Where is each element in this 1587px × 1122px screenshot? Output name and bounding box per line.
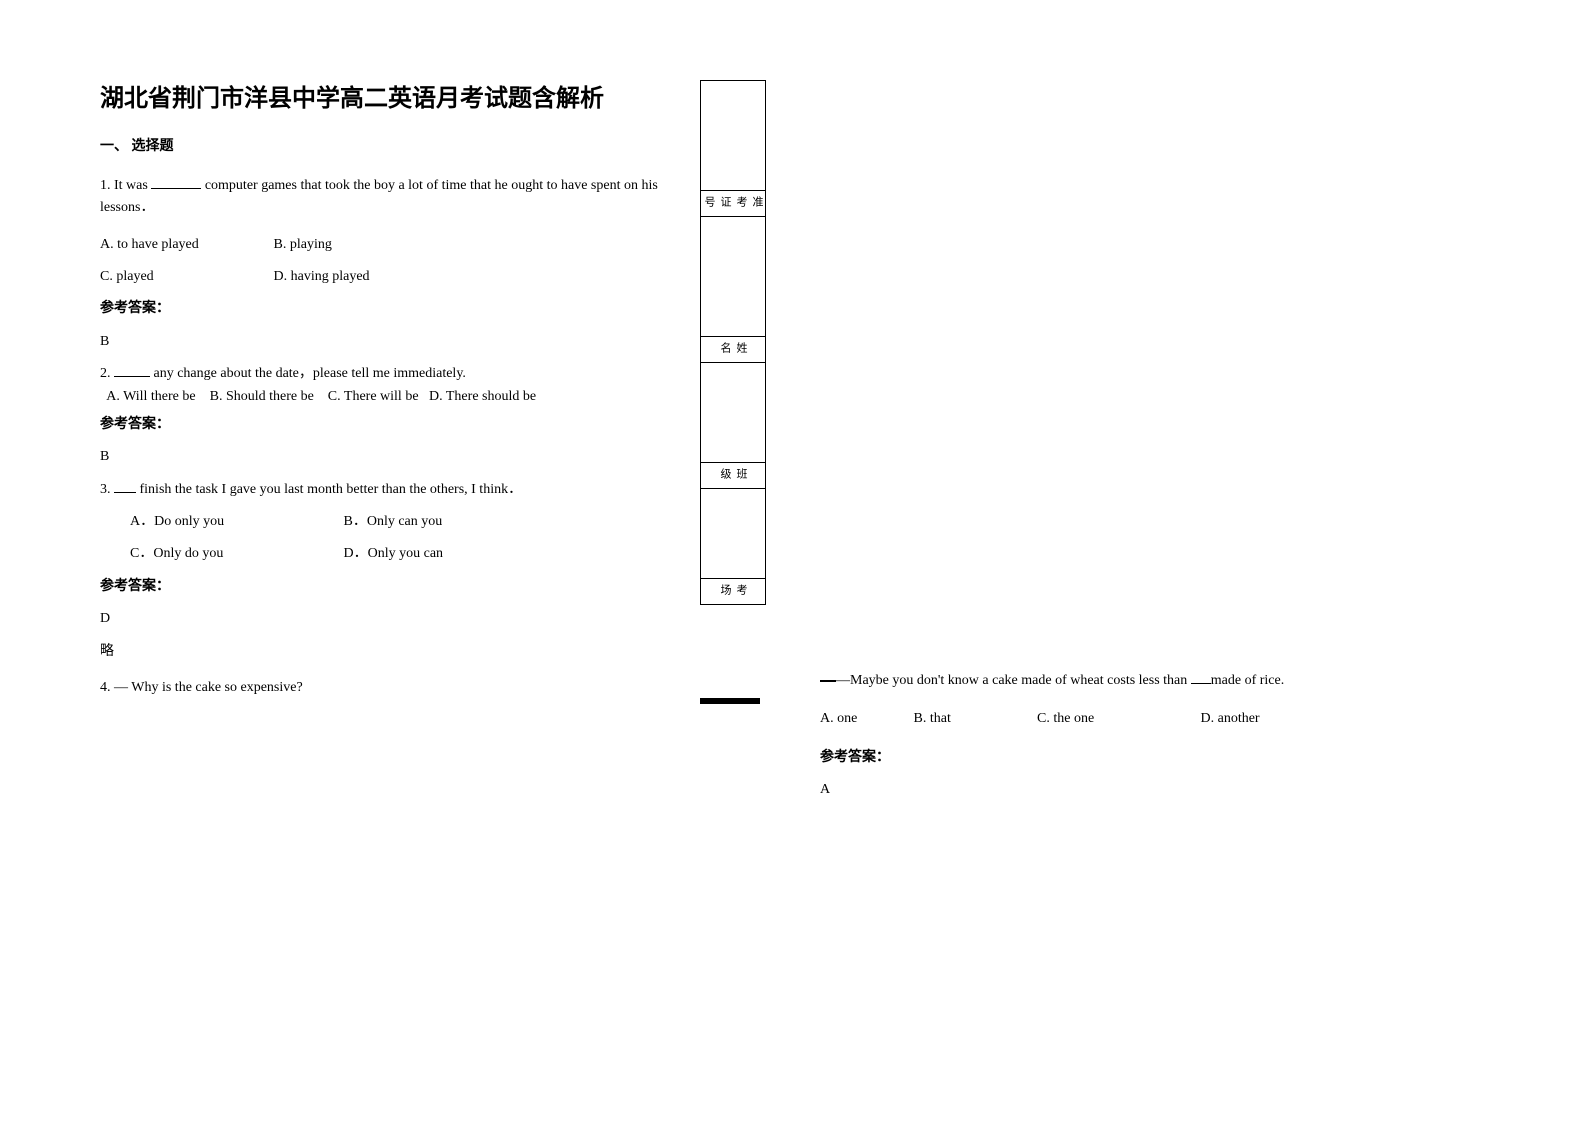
q4-ans-label: 参考答案： <box>820 747 1487 769</box>
q2-stem-a: 2. <box>100 366 114 381</box>
q2-ans-label: 参考答案： <box>100 414 680 436</box>
q3-optA: A．Do only you <box>130 511 340 533</box>
side-label-3-text: 班 级 <box>717 463 749 485</box>
left-column: 湖北省荆门市洋县中学高二英语月考试题含解析 一、 选择题 1. It was c… <box>100 80 680 812</box>
q4-stem2-b: made of rice. <box>1211 673 1284 688</box>
q1-opts-row2: C. played D. having played <box>100 266 680 288</box>
side-bar-icon <box>700 698 760 704</box>
side-label-1-text: 准考证号 <box>701 191 765 213</box>
q1-ans: B <box>100 331 680 353</box>
q3-stem-a: 3. <box>100 482 114 497</box>
side-table: 准考证号 姓 名 班 级 考 场 <box>700 80 766 605</box>
q4-ans: A <box>820 779 1487 801</box>
blank <box>114 492 136 493</box>
q1-optB: B. playing <box>274 234 332 256</box>
q1-opts-row1: A. to have played B. playing <box>100 234 680 256</box>
side-label-1: 准考证号 <box>701 191 766 217</box>
q1-stem-a: 1. It was <box>100 178 151 193</box>
q1-stem-b: computer games that took the boy a lot o… <box>100 178 658 215</box>
q1-optD: D. having played <box>274 266 370 288</box>
q3-note: 略 <box>100 641 680 663</box>
side-cell-blank <box>701 217 766 337</box>
q3-opts-row1: A．Do only you B．Only can you <box>100 511 680 533</box>
side-label-2-text: 姓 名 <box>717 337 749 359</box>
q1-stem: 1. It was computer games that took the b… <box>100 175 680 220</box>
q3-stem: 3. finish the task I gave you last month… <box>100 479 680 501</box>
right-column: —Maybe you don't know a cake made of whe… <box>800 80 1487 812</box>
q2-stem-b: any change about the date，please tell me… <box>150 366 466 381</box>
side-cell-blank <box>701 489 766 579</box>
q3-opts-row2: C．Only do you D．Only you can <box>100 543 680 565</box>
q3-stem-b: finish the task I gave you last month be… <box>136 482 522 497</box>
q4-stem2: —Maybe you don't know a cake made of whe… <box>820 670 1487 692</box>
q2-ans: B <box>100 446 680 468</box>
blank <box>151 188 201 189</box>
side-label-2: 姓 名 <box>701 337 766 363</box>
q4-optB: B. that <box>914 708 1034 730</box>
side-label-4-text: 考 场 <box>717 579 749 601</box>
dash-icon <box>820 680 836 682</box>
q1-optC: C. played <box>100 266 270 288</box>
blank <box>114 376 150 377</box>
q3-optD: D．Only you can <box>344 543 444 565</box>
q2-opts: A. Will there be B. Should there be C. T… <box>100 386 680 408</box>
page-title: 湖北省荆门市洋县中学高二英语月考试题含解析 <box>100 80 680 118</box>
side-label-4: 考 场 <box>701 579 766 605</box>
q4-stem2-a: —Maybe you don't know a cake made of whe… <box>836 673 1191 688</box>
q4-optA: A. one <box>820 708 910 730</box>
side-cell-blank <box>701 81 766 191</box>
q3-ans: D <box>100 608 680 630</box>
q4-stem: 4. — Why is the cake so expensive? <box>100 677 680 699</box>
q2-stem: 2. any change about the date，please tell… <box>100 363 680 385</box>
q3-optB: B．Only can you <box>344 511 443 533</box>
side-label-3: 班 级 <box>701 463 766 489</box>
q4-optC: C. the one <box>1037 708 1197 730</box>
q4-opts: A. one B. that C. the one D. another <box>820 708 1487 730</box>
q1-ans-label: 参考答案： <box>100 298 680 320</box>
side-cell-blank <box>701 363 766 463</box>
blank <box>1191 683 1211 684</box>
q1-optA: A. to have played <box>100 234 270 256</box>
q4-optD: D. another <box>1201 708 1260 730</box>
section-heading: 一、 选择题 <box>100 136 680 158</box>
side-column: 准考证号 姓 名 班 级 考 场 <box>680 80 800 812</box>
q3-ans-label: 参考答案： <box>100 576 680 598</box>
q3-optC: C．Only do you <box>130 543 340 565</box>
